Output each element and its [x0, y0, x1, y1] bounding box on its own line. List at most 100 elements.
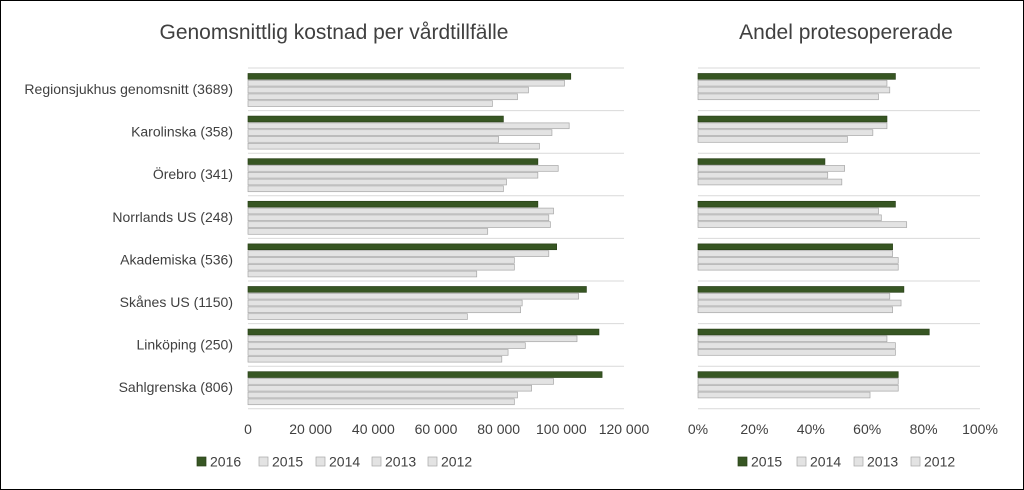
bar-2013: [247, 136, 500, 143]
legend-swatch: [258, 456, 269, 467]
bar-2013: [247, 349, 509, 356]
category-label: Regionsjukhus genomsnitt (3689): [24, 81, 233, 97]
legend-label: 2015: [751, 454, 782, 470]
category-label: Örebro (341): [153, 165, 233, 182]
bar-2015: [247, 250, 550, 257]
bar-2012: [247, 100, 493, 107]
bar-2012: [247, 228, 489, 235]
bar-2015: [697, 158, 826, 165]
category-label: Akademiska (536): [120, 251, 233, 267]
bar-2014: [697, 122, 888, 130]
bar-2013: [247, 263, 515, 271]
bar-2012: [247, 142, 540, 150]
bar-2016: [247, 200, 539, 208]
bar-2014: [697, 165, 845, 172]
bar-2012: [697, 306, 893, 314]
bar-2014: [697, 79, 888, 87]
bar-2016: [247, 73, 572, 80]
bar-2014: [697, 250, 893, 257]
bar-2014: [697, 335, 888, 343]
bar-2014: [247, 214, 550, 222]
chart-title: Genomsnittlig kostnad per vårdtillfälle: [159, 21, 508, 44]
bar-2013: [697, 299, 902, 307]
legend-swatch: [196, 456, 207, 467]
bar-2016: [247, 115, 504, 123]
x-tick-label: 60%: [853, 421, 881, 437]
bar-2014: [697, 292, 891, 300]
bar-2012: [247, 185, 504, 193]
bar-2016: [247, 243, 557, 251]
bar-2014: [247, 384, 532, 392]
x-tick-label: 0%: [688, 421, 708, 437]
legend-label: 2014: [810, 454, 841, 470]
bar-2012: [697, 221, 908, 228]
category-label: Karolinska (358): [131, 124, 233, 140]
bar-2013: [247, 221, 551, 228]
bar-2014: [247, 257, 515, 264]
bar-2016: [247, 158, 539, 165]
bar-2012: [697, 178, 843, 186]
bar-2015: [247, 122, 570, 130]
bar-2016: [247, 286, 587, 293]
bar-2013: [697, 257, 899, 264]
bar-2015: [247, 79, 565, 87]
bar-2014: [697, 378, 899, 385]
category-label: Linköping (250): [136, 337, 233, 353]
legend-swatch: [737, 456, 748, 467]
legend-label: 2013: [867, 454, 898, 470]
bar-2015: [697, 286, 905, 293]
bar-2012: [697, 263, 899, 271]
bar-2012: [697, 136, 848, 143]
bar-2015: [247, 165, 559, 172]
legend-swatch: [371, 456, 382, 467]
legend-label: 2012: [441, 454, 472, 470]
bar-2013: [247, 391, 518, 399]
bar-2013: [247, 306, 521, 314]
bar-2013: [697, 86, 891, 94]
x-tick-label: 20 000: [289, 421, 332, 437]
x-tick-label: 0: [244, 421, 252, 437]
legend-label: 2012: [924, 454, 955, 470]
bar-2015: [247, 335, 578, 343]
bar-2014: [247, 129, 553, 136]
x-tick-label: 100 000: [536, 421, 587, 437]
bar-2014: [247, 86, 529, 94]
bar-2015: [697, 371, 899, 378]
bar-2013: [697, 214, 882, 222]
bar-2015: [697, 328, 930, 336]
category-label: Skånes US (1150): [120, 294, 233, 310]
category-label: Sahlgrenska (806): [119, 379, 233, 395]
legend-label: 2013: [385, 454, 416, 470]
chart-title: Andel protesopererade: [739, 21, 953, 44]
legend-label: 2014: [329, 454, 360, 470]
bar-2012: [247, 355, 503, 363]
x-tick-label: 40%: [797, 421, 825, 437]
bar-2014: [697, 207, 879, 215]
x-tick-label: 20%: [740, 421, 768, 437]
legend-swatch: [853, 456, 864, 467]
bar-2015: [697, 200, 896, 208]
bar-2015: [697, 243, 893, 251]
x-tick-label: 120 000: [599, 421, 650, 437]
legend-swatch: [796, 456, 807, 467]
bar-2012: [697, 391, 871, 399]
bar-2012: [247, 313, 468, 320]
legend-swatch: [910, 456, 921, 467]
bar-2013: [247, 93, 518, 101]
x-tick-label: 100%: [962, 421, 998, 437]
bar-2013: [697, 384, 899, 392]
bar-2014: [247, 171, 539, 179]
bar-2013: [697, 342, 896, 349]
x-tick-label: 80 000: [477, 421, 520, 437]
bar-2015: [247, 292, 579, 300]
bar-2015: [247, 378, 554, 385]
bar-2013: [697, 171, 829, 179]
legend-swatch: [315, 456, 326, 467]
bar-2014: [247, 299, 523, 307]
legend-label: 2016: [210, 454, 241, 470]
legend-label: 2015: [272, 454, 303, 470]
x-tick-label: 40 000: [352, 421, 395, 437]
bar-2015: [697, 73, 896, 80]
